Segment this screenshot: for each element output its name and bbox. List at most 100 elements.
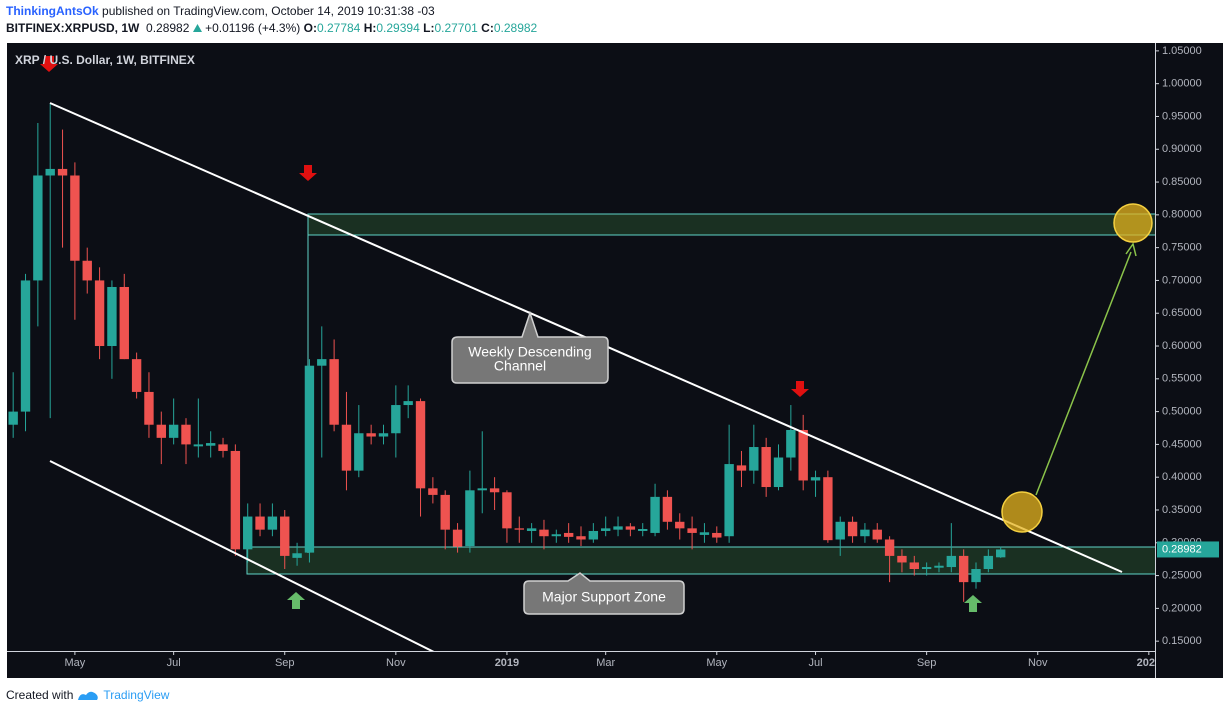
header: ThinkingAntsOk published on TradingView.… [6,3,537,37]
y-tick-label: 0.25000 [1162,569,1202,581]
last-price-tag [1157,541,1219,558]
y-tick-label: 0.75000 [1162,242,1202,254]
footer-text: Created with [6,688,74,702]
y-tick-label: 0.80000 [1162,209,1202,221]
change: +0.01196 (+4.3%) [205,21,301,35]
candle-body [428,488,438,495]
sell-arrow [299,165,317,181]
ohlc-value: 0.28982 [493,21,538,35]
y-tick-label: 0.85000 [1162,176,1202,188]
buy-arrow [964,595,982,612]
x-tick-label: Sep [275,657,295,669]
channel-callout-box [451,310,609,384]
candle-body [958,555,969,583]
candle-body [613,526,623,530]
x-tick-label: 2020 [1137,657,1161,669]
tv-logo [78,691,99,700]
up-icon [192,24,202,32]
y-tick-label: 0.15000 [1162,635,1202,647]
candle-body [205,443,216,446]
candle-body [131,359,142,392]
candle-body [70,175,80,261]
candle-body [218,444,228,451]
candle-body [514,528,524,530]
candle-body [304,365,315,553]
ohlc-label: H: [363,21,377,35]
author[interactable]: ThinkingAntsOk [6,4,99,18]
candle-body [897,555,907,563]
channel-lower [49,460,435,651]
x-tick-label: May [65,657,86,669]
candle-body [588,530,599,540]
price-axis-background [1155,43,1223,678]
candle-body [193,444,204,447]
x-tick-label: Nov [1028,657,1048,669]
candle-body [403,401,413,406]
candle-body [699,532,710,535]
target-circle [1113,203,1153,243]
candle-body [440,494,450,530]
candle-body [267,516,278,530]
candle-body [798,429,808,481]
candle-body [255,516,265,530]
candle-body [119,286,129,360]
candle-body [934,565,944,568]
y-tick-label: 0.40000 [1162,471,1202,483]
candle-body [810,477,821,481]
x-tick-label: Sep [917,657,937,669]
ohlc-label: O: [303,21,317,35]
header-line: BITFINEX:XRPUSD, 1W 0.28982 +0.01196 (+4… [6,20,537,37]
candle-body [243,516,253,550]
last-price-label: 0.28982 [1162,543,1202,555]
candle-body [551,534,562,537]
candle-body [45,168,55,176]
footer-brand[interactable]: TradingView [103,688,170,702]
candle-body [909,562,919,570]
candle-body [823,477,833,541]
candle-body [650,496,660,533]
candle-body [884,539,895,556]
candle-body [786,429,796,458]
candle-body [317,359,327,366]
candle-body [144,391,154,425]
ohlc-label: L: [423,21,435,35]
y-tick-label: 0.45000 [1162,438,1202,450]
candle-body [366,433,376,437]
support-callout-box [523,572,685,615]
candle-body [168,424,179,438]
candle-body [983,555,994,570]
candle-body [107,286,117,347]
candle-body [996,549,1006,558]
candle-body [502,492,512,529]
candle-body [57,168,68,176]
candle-body [230,450,241,550]
candle-body [181,424,191,445]
y-tick-label: 1.05000 [1162,45,1202,57]
chart-title: XRP / U.S. Dollar, 1W, BITFINEX [15,53,195,67]
candle-body [724,464,734,537]
resistance-zone [307,213,1155,236]
candle-body [687,528,697,533]
target-arrow-head [1125,242,1137,257]
candle-body [675,521,685,529]
candle-body [477,488,487,491]
ohlc-label: C: [481,21,494,35]
candle-body [749,447,759,471]
candle-body [662,496,673,522]
x-tick-label: Mar [596,657,615,669]
candle-body [82,260,92,281]
support-callout-text: Major Support Zone [542,589,666,605]
candle-body [872,529,882,540]
y-tick-label: 0.20000 [1162,602,1202,614]
price: 0.28982 [146,21,190,35]
candle-body [280,516,290,556]
x-tick-label: Jul [809,657,823,669]
candle-body [341,424,352,471]
candle-body [712,532,722,538]
sell-arrow [40,56,58,72]
sell-arrow [791,381,809,397]
candle-body [33,175,43,281]
candle-body [292,553,302,558]
y-tick-label: 0.35000 [1162,504,1202,516]
